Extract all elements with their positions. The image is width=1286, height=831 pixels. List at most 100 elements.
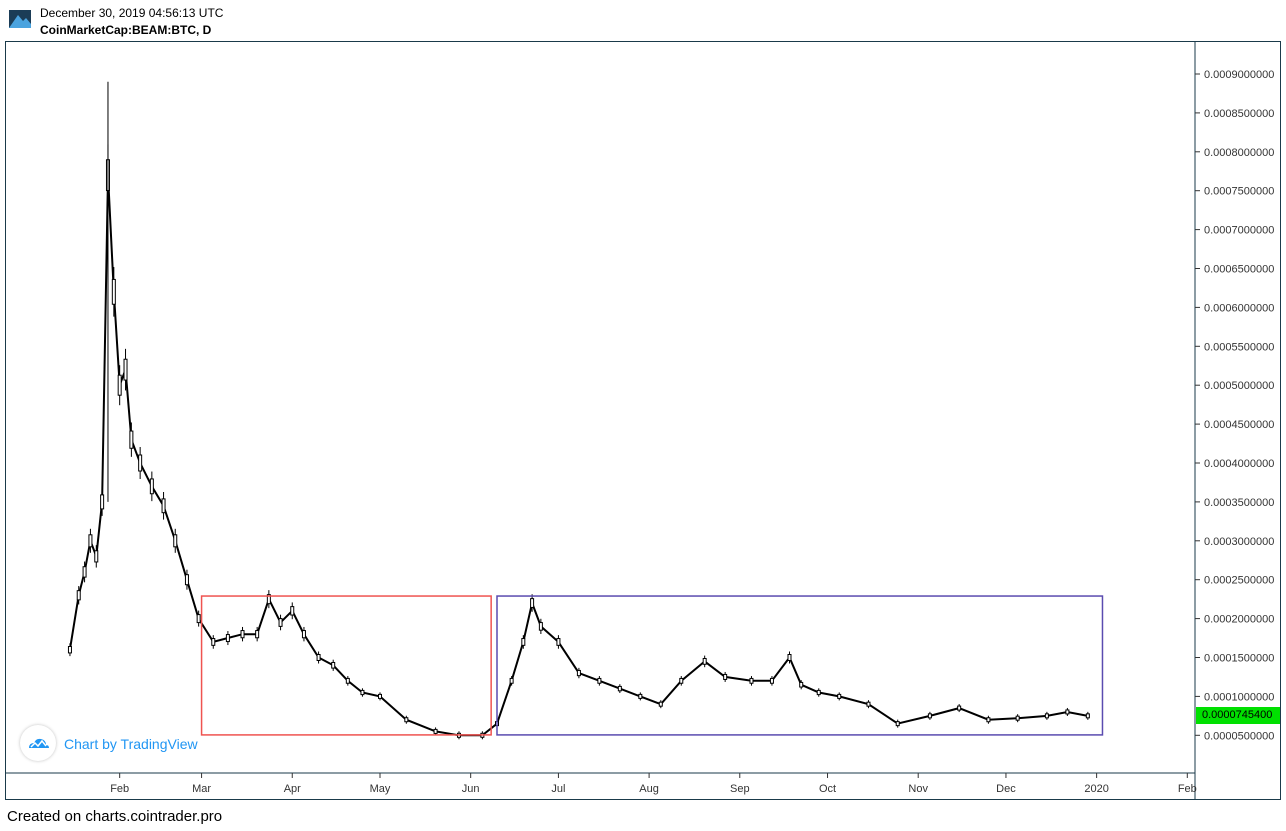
x-tick-label: Sep	[730, 783, 750, 795]
candle-body	[331, 661, 336, 669]
candle-body	[509, 677, 514, 684]
candle-body	[1044, 713, 1049, 719]
candle-body	[211, 638, 216, 646]
candle-body	[117, 374, 122, 396]
candle-body	[749, 677, 754, 684]
candle-body	[1085, 713, 1090, 719]
y-tick-label: 0.0002500000	[1204, 575, 1274, 587]
y-tick-label: 0.0000500000	[1204, 730, 1274, 742]
candle-body	[301, 630, 306, 639]
x-tick-label: Dec	[996, 783, 1016, 795]
tradingview-watermark[interactable]: Chart by TradingView	[64, 736, 198, 752]
candle-body	[266, 594, 271, 605]
candle-body	[196, 614, 201, 624]
candle-body	[240, 630, 245, 639]
candle-body	[404, 717, 409, 723]
candle-body	[787, 654, 792, 661]
x-tick-label: Feb	[110, 783, 129, 795]
y-tick-label: 0.0008000000	[1204, 147, 1274, 159]
y-tick-label: 0.0005500000	[1204, 341, 1274, 353]
candle-body	[866, 701, 871, 707]
candle-body	[530, 598, 535, 608]
candle-body	[816, 689, 821, 696]
candle-body	[799, 681, 804, 688]
y-tick-label: 0.0003500000	[1204, 497, 1274, 509]
chart-timestamp: December 30, 2019 04:56:13 UTC	[40, 6, 224, 20]
y-tick-label: 0.0004500000	[1204, 419, 1274, 431]
x-tick-label: Jun	[462, 783, 480, 795]
candle-body	[679, 677, 684, 684]
candle-body	[290, 606, 295, 616]
candle-body	[278, 618, 283, 627]
y-tick-label: 0.0007500000	[1204, 186, 1274, 198]
candle-body	[556, 638, 561, 646]
candle-body	[702, 657, 707, 665]
y-tick-label: 0.0007000000	[1204, 225, 1274, 237]
candle-body	[76, 590, 81, 601]
chart-header: December 30, 2019 04:56:13 UTC CoinMarke…	[0, 0, 1286, 40]
price-line	[68, 175, 1088, 737]
candle-body	[184, 574, 189, 586]
x-tick-label: Mar	[192, 783, 211, 795]
candle-body	[521, 638, 526, 646]
candle-body	[617, 685, 622, 692]
x-tick-label: Jul	[551, 783, 565, 795]
y-tick-label: 0.0005000000	[1204, 380, 1274, 392]
candle-body	[149, 478, 154, 495]
candle-body	[433, 728, 438, 734]
x-tick-label: Nov	[908, 783, 928, 795]
candle-body	[255, 630, 260, 639]
y-tick-label: 0.0009000000	[1204, 69, 1274, 81]
candle-body	[957, 705, 962, 711]
y-tick-label: 0.0002000000	[1204, 614, 1274, 626]
candle-body	[129, 430, 134, 449]
purple-annotation-box	[496, 595, 1104, 736]
candle-body	[82, 566, 87, 578]
candle-body	[345, 677, 350, 684]
candle-body	[378, 693, 382, 699]
candle-body	[769, 677, 774, 684]
price-chart[interactable]: 0.0009000000 0.0008500000 0.0008000000 0.00…	[6, 42, 1280, 799]
candle-body	[927, 713, 932, 719]
x-tick-label: Feb	[1178, 783, 1197, 795]
footer-credit: Created on charts.cointrader.pro	[7, 808, 223, 825]
x-tick-label: May	[370, 783, 391, 795]
x-tick-label: Apr	[284, 783, 301, 795]
candle-body	[638, 693, 643, 699]
x-tick-label: 2020	[1084, 783, 1108, 795]
candle-body	[100, 494, 105, 510]
x-tick-label: Aug	[639, 783, 659, 795]
candle-body	[316, 654, 321, 661]
candle-body	[538, 622, 543, 631]
y-tick-label: 0.0006000000	[1204, 302, 1274, 314]
candle-body	[1015, 715, 1020, 721]
y-tick-label: 0.0008500000	[1204, 108, 1274, 120]
candle-body	[986, 717, 991, 723]
candle-body	[658, 701, 663, 707]
candle-body	[173, 534, 178, 548]
last-price-label: 0.0000745400	[1196, 707, 1280, 724]
candle-body	[225, 634, 230, 643]
y-tick-label: 0.0004000000	[1204, 458, 1274, 470]
candle-body	[576, 669, 581, 677]
candle-body	[895, 721, 900, 727]
candle-body	[94, 550, 99, 563]
candle-body	[111, 278, 116, 305]
candle-body	[123, 358, 128, 381]
candle-body	[88, 534, 93, 548]
candle-body	[723, 673, 728, 680]
cointrader-logo-icon	[9, 10, 31, 28]
y-tick-label: 0.0001000000	[1204, 691, 1274, 703]
y-tick-label: 0.0001500000	[1204, 653, 1274, 665]
candle-body	[138, 454, 143, 472]
candle-body	[1065, 709, 1070, 715]
candle-body	[597, 677, 602, 684]
tradingview-cloud-icon	[20, 725, 56, 761]
candle-body	[67, 646, 72, 654]
candle-body	[837, 693, 842, 699]
x-tick-label: Oct	[819, 783, 836, 795]
chart-panel[interactable]: 0.0009000000 0.0008500000 0.0008000000 0.00…	[5, 41, 1281, 800]
red-annotation-box	[200, 595, 492, 736]
candle-body	[360, 689, 365, 696]
y-tick-label: 0.0003000000	[1204, 536, 1274, 548]
